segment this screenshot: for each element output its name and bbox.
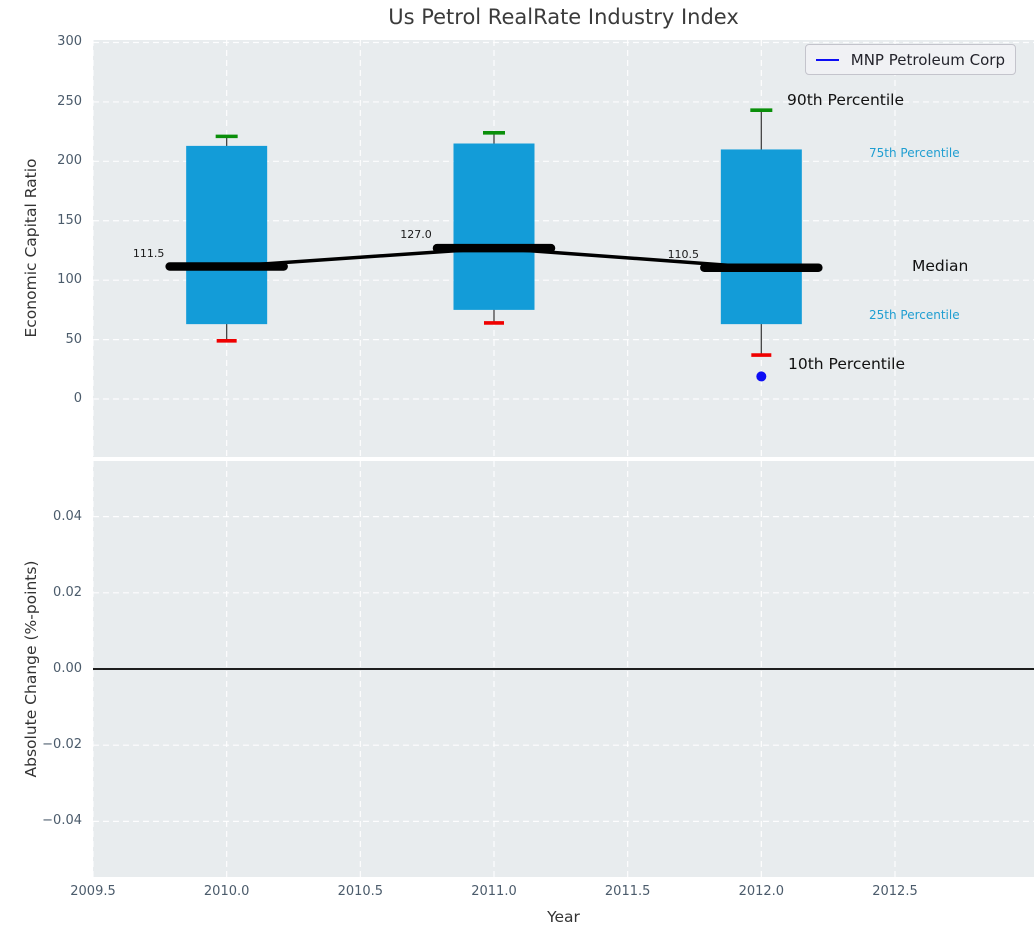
legend-line-icon: [816, 58, 839, 61]
median-value-label: 110.5: [667, 247, 700, 261]
x-tick-label: 2011.0: [471, 884, 517, 899]
y-axis-label-top: Economic Capital Ratio: [22, 158, 40, 338]
y-tick-label: 250: [57, 93, 82, 109]
chart-title: Us Petrol RealRate Industry Index: [388, 5, 739, 29]
y-tick-label: −0.04: [42, 813, 82, 829]
y-tick-label: 150: [57, 212, 82, 228]
annotation-75th-percentile: 75th Percentile: [869, 146, 960, 160]
percentile-box: [186, 145, 268, 325]
annotation-median: Median: [912, 257, 969, 275]
x-axis-label: Year: [547, 908, 580, 926]
x-tick-label: 2010.5: [337, 884, 384, 899]
annotation-25th-percentile: 25th Percentile: [869, 308, 960, 322]
legend: MNP Petroleum Corp: [805, 44, 1016, 75]
y-tick-label: 0.00: [53, 661, 82, 676]
y-tick-label: 100: [57, 272, 82, 288]
percentile-box: [453, 143, 535, 310]
x-tick-label: 2012.0: [738, 884, 785, 899]
median-value-label: 111.5: [132, 246, 165, 260]
percentile-box: [720, 149, 802, 325]
annotation-90th-percentile: 90th Percentile: [787, 91, 905, 109]
y-tick-label: 0: [73, 391, 82, 406]
y-tick-label: 0.02: [53, 584, 82, 600]
x-tick-label: 2009.5: [70, 884, 116, 899]
y-tick-label: −0.02: [42, 737, 82, 753]
company-data-point: [756, 371, 767, 382]
median-value-label: 127.0: [400, 228, 432, 242]
y-tick-label: 300: [57, 34, 82, 50]
y-tick-label: 0.04: [53, 508, 82, 524]
x-tick-label: 2012.5: [872, 884, 918, 899]
y-tick-label: 200: [57, 153, 82, 169]
x-tick-label: 2010.0: [203, 884, 250, 899]
legend-entry-label: MNP Petroleum Corp: [850, 50, 1005, 69]
annotation-10th-percentile: 10th Percentile: [788, 355, 906, 373]
x-tick-label: 2011.5: [604, 884, 651, 899]
y-tick-label: 50: [65, 331, 82, 347]
